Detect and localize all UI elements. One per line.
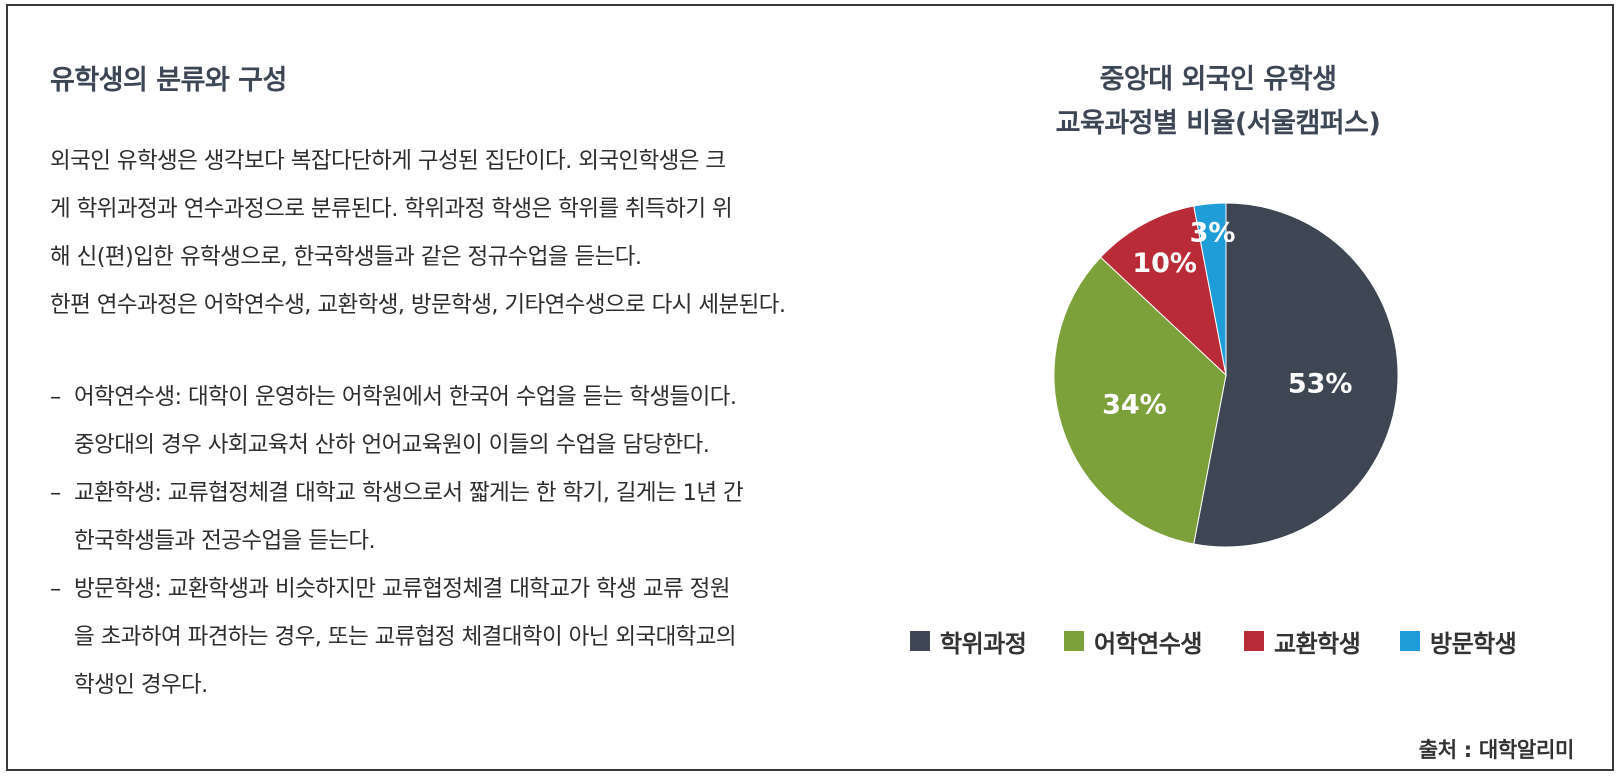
bullet-dash: – bbox=[50, 384, 62, 410]
bullet-line: 을 초과하여 파견하는 경우, 또는 교류협정 체결대학이 아닌 외국대학교의 bbox=[74, 624, 737, 650]
bullet-line: 방문학생: 교환학생과 비슷하지만 교류협정체결 대학교가 학생 교류 정원 bbox=[74, 576, 730, 602]
intro-paragraph: 외국인 유학생은 생각보다 복잡다단하게 구성된 집단이다. 외국인학생은 크 … bbox=[50, 137, 870, 329]
pie-chart: 53% 34% 10%3% bbox=[1053, 202, 1399, 548]
legend-label: 어학연수생 bbox=[1094, 629, 1202, 658]
legend-swatch bbox=[1244, 631, 1264, 651]
bullet-line: 어학연수생: 대학이 운영하는 어학원에서 한국어 수업을 듣는 학생들이다. bbox=[74, 384, 737, 410]
chart-title: 중앙대 외국인 유학생 bbox=[1099, 64, 1337, 95]
pie-slice-2 bbox=[1053, 256, 1227, 545]
pie-data-label: 10% bbox=[1132, 248, 1197, 279]
bullet-line: 교환학생: 교류협정체결 대학교 학생으로서 짧게는 한 학기, 길게는 1년 … bbox=[74, 480, 744, 506]
legend-label: 교환학생 bbox=[1274, 629, 1361, 658]
bullet-language-students: – 어학연수생: 대학이 운영하는 어학원에서 한국어 수업을 듣는 학생들이다… bbox=[50, 373, 870, 469]
chart-panel: 중앙대 외국인 유학생 교육과정별 비율(서울캠퍼스) 53% 34% 10% 3% … bbox=[910, 46, 1618, 766]
chart-subtitle: 교육과정별 비율(서울캠퍼스) bbox=[1055, 108, 1381, 139]
legend-swatch bbox=[910, 631, 930, 651]
bullet-visiting-students: – 방문학생: 교환학생과 비슷하지만 교류협정체결 대학교가 학생 교류 정원… bbox=[50, 565, 870, 709]
pie-data-label: 34% bbox=[1102, 389, 1167, 420]
pie-slice-3 bbox=[1099, 205, 1227, 377]
bullet-line: 학생인 경우다. bbox=[74, 672, 208, 698]
legend-item: 방문학생 bbox=[1400, 621, 1517, 661]
source-note: 출처 : 대학알리미 bbox=[1418, 738, 1575, 762]
legend-label: 학위과정 bbox=[940, 629, 1027, 658]
bullet-line: 중앙대의 경우 사회교육처 산하 언어교육원이 이들의 수업을 담당한다. bbox=[74, 432, 710, 458]
figure-frame: 유학생의 분류와 구성 외국인 유학생은 생각보다 복잡다단하게 구성된 집단이… bbox=[6, 4, 1614, 771]
section-heading: 유학생의 분류와 구성 bbox=[50, 65, 287, 96]
intro-line: 한편 연수과정은 어학연수생, 교환학생, 방문학생, 기타연수생으로 다시 세… bbox=[50, 292, 786, 318]
bullet-dash: – bbox=[50, 576, 62, 602]
chart-legend: 학위과정 어학연수생 교환학생 방문학생 bbox=[910, 621, 1618, 661]
bullet-exchange-students: – 교환학생: 교류협정체결 대학교 학생으로서 짧게는 한 학기, 길게는 1… bbox=[50, 469, 870, 565]
bullet-line: 한국학생들과 전공수업을 듣는다. bbox=[74, 528, 376, 554]
intro-line: 게 학위과정과 연수과정으로 분류된다. 학위과정 학생은 학위를 취득하기 위 bbox=[50, 196, 733, 222]
legend-item: 교환학생 bbox=[1244, 621, 1361, 661]
legend-label: 방문학생 bbox=[1430, 629, 1517, 658]
legend-item: 학위과정 bbox=[910, 621, 1027, 661]
pie-slice-1 bbox=[1193, 202, 1399, 548]
bullet-dash: – bbox=[50, 480, 62, 506]
legend-swatch bbox=[1064, 631, 1084, 651]
intro-line: 해 신(편)입한 유학생으로, 한국학생들과 같은 정규수업을 듣는다. bbox=[50, 244, 642, 270]
legend-item: 어학연수생 bbox=[1064, 621, 1202, 661]
pie-data-label: 53% bbox=[1288, 368, 1353, 399]
pie-data-label: 3% bbox=[1190, 217, 1236, 248]
text-panel: 유학생의 분류와 구성 외국인 유학생은 생각보다 복잡다단하게 구성된 집단이… bbox=[50, 58, 870, 709]
pie-slice-4 bbox=[1193, 202, 1227, 376]
intro-line: 외국인 유학생은 생각보다 복잡다단하게 구성된 집단이다. 외국인학생은 크 bbox=[50, 148, 726, 174]
legend-swatch bbox=[1400, 631, 1420, 651]
